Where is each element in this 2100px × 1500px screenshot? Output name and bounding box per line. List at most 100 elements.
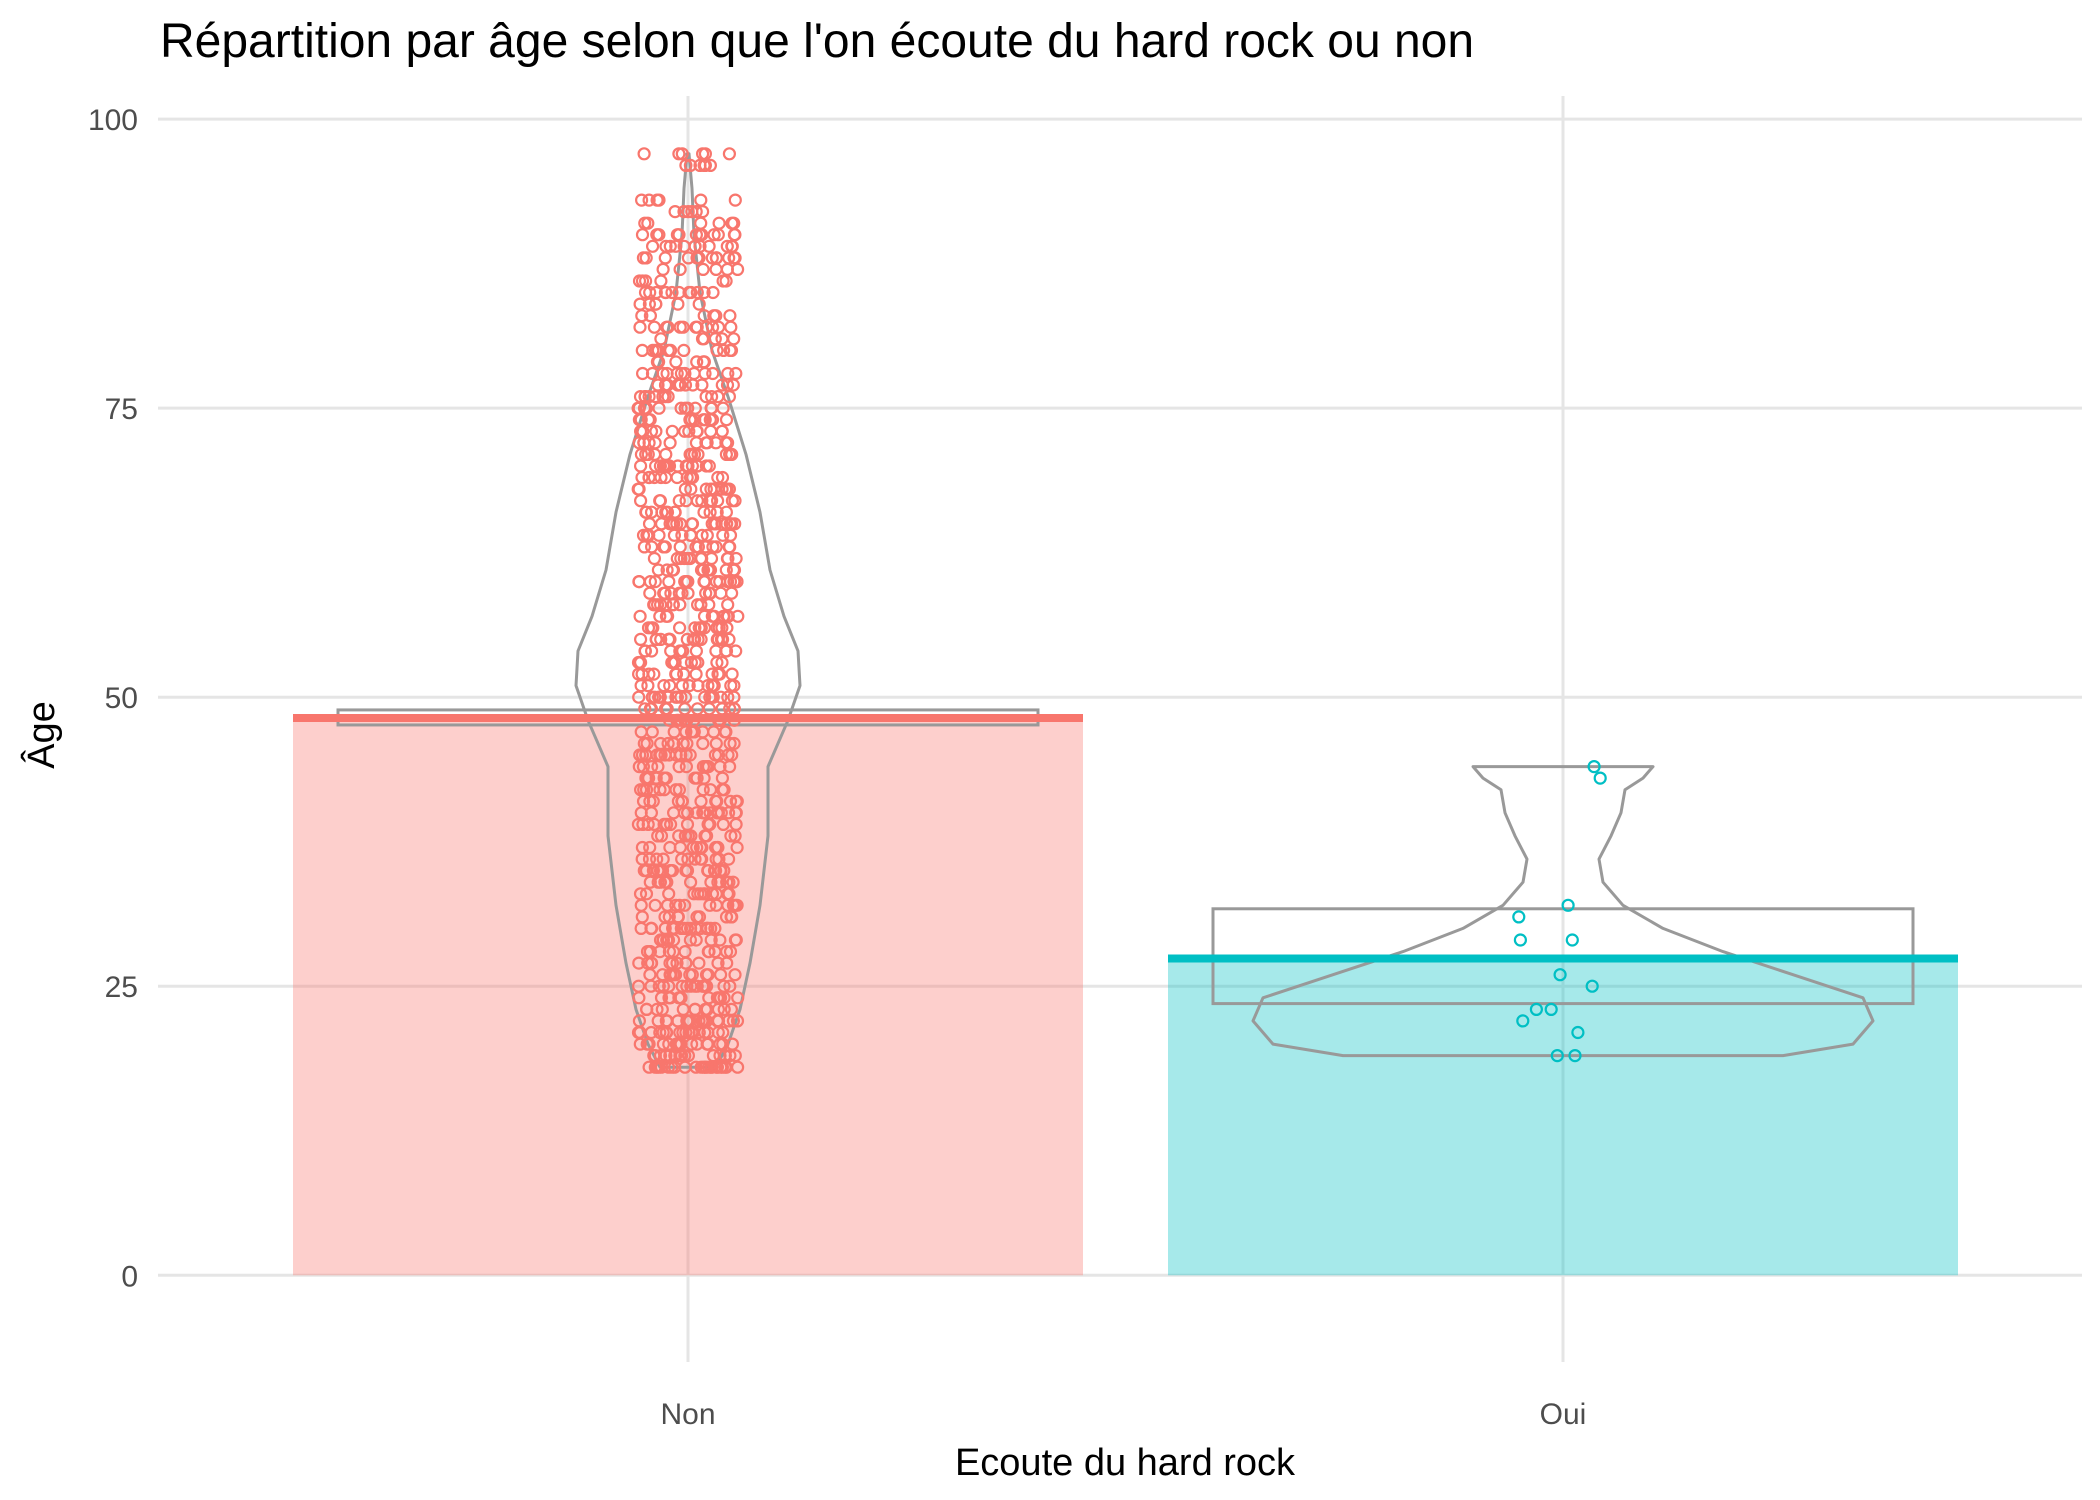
data-point-non <box>663 343 678 357</box>
data-point-non <box>715 517 729 531</box>
data-point-non <box>675 644 689 658</box>
x-axis-ticks: Non Oui <box>660 1398 1586 1431</box>
data-point-non <box>641 216 655 230</box>
data-point-non <box>729 366 743 381</box>
data-point-non <box>690 355 704 369</box>
data-point-non <box>700 528 714 542</box>
data-point-non <box>657 678 671 693</box>
data-point-non <box>705 667 719 681</box>
data-point-non <box>695 378 709 392</box>
data-point-oui <box>1553 968 1567 982</box>
data-point-non <box>710 991 725 1005</box>
data-point-non <box>728 933 743 947</box>
data-point-non <box>647 320 662 334</box>
data-point-non <box>633 609 647 623</box>
data-point-non <box>685 517 699 531</box>
data-point-non <box>654 332 668 346</box>
data-point-non <box>631 482 645 496</box>
data-point-non <box>683 748 697 762</box>
data-point-non <box>698 690 712 704</box>
data-point-non <box>679 574 693 589</box>
data-point-non <box>642 517 657 531</box>
data-point-non <box>632 574 646 589</box>
data-point-non <box>711 470 725 485</box>
data-point-non <box>729 794 743 808</box>
data-point-non <box>640 736 654 751</box>
data-point-non <box>637 540 652 554</box>
data-point-non <box>643 840 657 855</box>
data-point-non <box>691 540 706 554</box>
data-point-non <box>731 991 745 1005</box>
data-point-non <box>725 216 739 230</box>
data-point-non <box>682 678 696 693</box>
data-point-non <box>704 390 719 404</box>
data-point-non <box>682 285 696 300</box>
data-point-non <box>695 494 709 508</box>
data-point-non <box>680 551 695 566</box>
data-point-non <box>656 366 670 381</box>
data-point-non <box>696 759 711 774</box>
data-point-non <box>701 944 715 959</box>
data-point-non <box>633 632 648 647</box>
data-point-non <box>724 586 739 600</box>
data-point-non <box>653 598 668 612</box>
data-point-non <box>672 494 686 508</box>
data-point-non <box>670 956 684 970</box>
data-point-non <box>695 551 709 566</box>
data-point-non <box>710 1060 724 1074</box>
data-point-non <box>681 852 695 866</box>
data-point-non <box>642 470 656 485</box>
data-point-non <box>652 979 666 993</box>
data-point-non <box>663 436 677 450</box>
data-point-non <box>708 921 722 936</box>
y-tick-label: 25 <box>105 971 138 1004</box>
data-point-non <box>643 285 657 300</box>
data-point-non <box>697 355 712 369</box>
data-point-non <box>645 239 660 253</box>
data-point-non <box>652 401 666 415</box>
data-point-non <box>728 193 742 207</box>
data-point-non <box>720 239 734 253</box>
data-point-non <box>716 528 730 542</box>
data-point-non <box>728 968 742 982</box>
data-point-non <box>716 274 730 288</box>
data-point-non <box>651 690 666 704</box>
data-point-non <box>639 505 653 519</box>
data-point-non <box>721 852 736 866</box>
data-point-non <box>725 239 739 253</box>
data-point-non <box>709 251 724 265</box>
data-point-non <box>635 228 650 242</box>
data-point-non <box>669 355 683 369</box>
data-point-non <box>721 598 735 612</box>
data-point-non <box>639 887 654 901</box>
data-point-non <box>633 390 648 404</box>
data-point-non <box>696 262 710 276</box>
data-point-non <box>651 563 666 577</box>
data-point-non <box>663 678 677 693</box>
data-point-non <box>680 979 694 993</box>
data-point-non <box>641 817 655 832</box>
data-point-non <box>653 494 668 508</box>
bar-non <box>293 718 1083 1276</box>
data-point-oui <box>1571 1025 1585 1040</box>
data-point-non <box>704 424 718 438</box>
y-tick-label: 50 <box>105 682 138 715</box>
data-point-non <box>672 147 686 161</box>
data-point-non <box>635 343 649 357</box>
data-point-non <box>644 644 659 658</box>
data-point-non <box>644 621 658 635</box>
data-point-non <box>640 1002 654 1017</box>
data-point-non <box>723 944 738 959</box>
y-tick-label: 0 <box>121 1260 138 1293</box>
data-point-non <box>715 470 730 485</box>
data-point-non <box>647 551 662 566</box>
data-point-non <box>726 898 741 912</box>
data-point-non <box>710 494 725 508</box>
data-point-non <box>653 736 668 751</box>
data-point-non <box>633 887 648 901</box>
data-point-non <box>724 1002 739 1017</box>
mean-lines <box>293 714 1958 963</box>
data-point-non <box>653 783 667 797</box>
data-point-non <box>719 505 734 519</box>
data-point-non <box>651 378 665 392</box>
